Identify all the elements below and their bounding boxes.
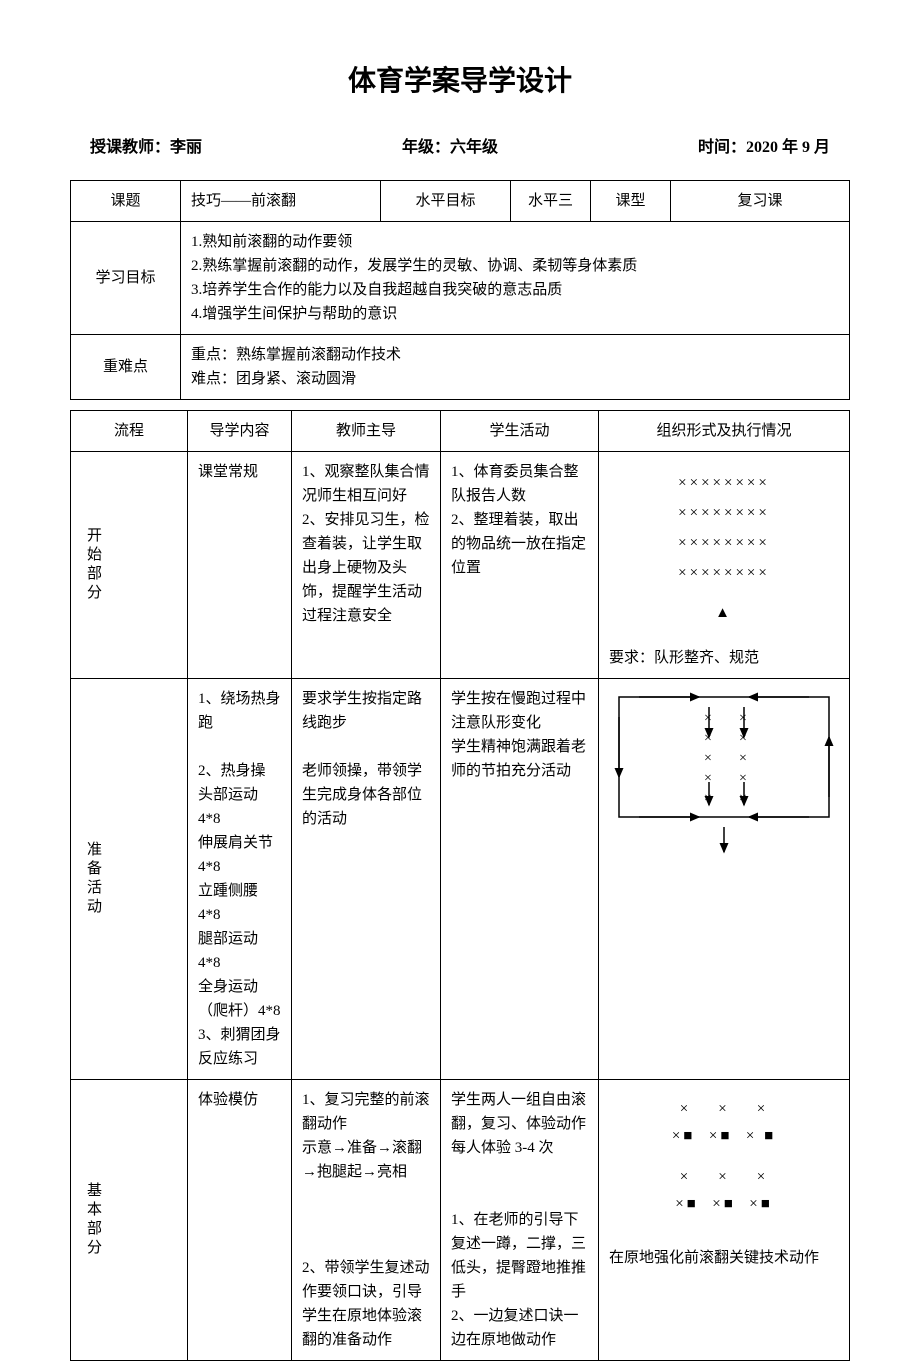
time-label: 时间： bbox=[698, 139, 746, 156]
svg-text:×: × bbox=[739, 751, 747, 766]
col-content: 导学内容 bbox=[188, 411, 292, 452]
prep-label: 准备活动 bbox=[71, 679, 188, 1080]
grade-value: 六年级 bbox=[450, 139, 498, 156]
formation-row: ×××××××× bbox=[609, 468, 839, 498]
start-row: 开始部分 课堂常规 1、观察整队集合情况师生相互问好 2、安排见习生，检查着装，… bbox=[71, 452, 850, 679]
teacher-marker-icon: ▲ bbox=[609, 598, 839, 628]
svg-text:×: × bbox=[739, 771, 747, 786]
svg-text:×: × bbox=[704, 791, 712, 806]
col-org: 组织形式及执行情况 bbox=[599, 411, 850, 452]
page-title: 体育学案导学设计 bbox=[70, 60, 850, 105]
basic-student: 学生两人一组自由滚翻，复习、体验动作 每人体验 3-4 次 1、在老师的引导下复… bbox=[441, 1080, 599, 1361]
start-org: ×××××××× ×××××××× ×××××××× ×××××××× ▲ 要求… bbox=[599, 452, 850, 679]
teacher-name: 李丽 bbox=[170, 139, 202, 156]
keypoints-content: 重点：熟练掌握前滚翻动作技术 难点：团身紧、滚动圆滑 bbox=[181, 335, 850, 400]
svg-text:×: × bbox=[704, 731, 712, 746]
col-student: 学生活动 bbox=[441, 411, 599, 452]
obj-3: 3.培养学生合作的能力以及自我超越自我突破的意志品质 bbox=[191, 278, 839, 302]
lesson-header-row: 流程 导学内容 教师主导 学生活动 组织形式及执行情况 bbox=[71, 411, 850, 452]
class-type-value: 复习课 bbox=[671, 181, 850, 222]
basic-formation: × × × ×■ ×■ × ■ × × × ×■ ×■ ×■ bbox=[609, 1088, 839, 1226]
obj-1: 1.熟知前滚翻的动作要领 bbox=[191, 230, 839, 254]
svg-text:×: × bbox=[739, 731, 747, 746]
basic-content: 体验模仿 bbox=[188, 1080, 292, 1361]
prep-teacher: 要求学生按指定路线跑步 老师领操，带领学生完成身体各部位的活动 bbox=[292, 679, 441, 1080]
col-process: 流程 bbox=[71, 411, 188, 452]
keypoints-label: 重难点 bbox=[71, 335, 181, 400]
formation-row: ×××××××× bbox=[609, 558, 839, 588]
basic-form-row: ×■ ×■ × ■ bbox=[609, 1123, 839, 1150]
objectives-row: 学习目标 1.熟知前滚翻的动作要领 2.熟练掌握前滚翻的动作，发展学生的灵敏、协… bbox=[71, 222, 850, 335]
basic-org: × × × ×■ ×■ × ■ × × × ×■ ×■ ×■ 在原地强化前滚翻关… bbox=[599, 1080, 850, 1361]
svg-text:×: × bbox=[739, 711, 747, 726]
topic-value: 技巧——前滚翻 bbox=[181, 181, 381, 222]
basic-form-row: × × × bbox=[609, 1096, 839, 1123]
obj-2: 2.熟练掌握前滚翻的动作，发展学生的灵敏、协调、柔韧等身体素质 bbox=[191, 254, 839, 278]
basic-org-note: 在原地强化前滚翻关键技术动作 bbox=[609, 1226, 839, 1270]
basic-row: 基本部分 体验模仿 1、复习完整的前滚翻动作 示意→准备→滚翻→抱腿起→亮相 2… bbox=[71, 1080, 850, 1361]
topic-row: 课题 技巧——前滚翻 水平目标 水平三 课型 复习课 bbox=[71, 181, 850, 222]
info-table: 课题 技巧——前滚翻 水平目标 水平三 课型 复习课 学习目标 1.熟知前滚翻的… bbox=[70, 180, 850, 400]
basic-form-row: ×■ ×■ ×■ bbox=[609, 1191, 839, 1218]
formation-row: ×××××××× bbox=[609, 498, 839, 528]
teacher-info: 授课教师：李丽 bbox=[90, 135, 202, 161]
prep-student: 学生按在慢跑过程中注意队形变化 学生精神饱满跟着老师的节拍充分活动 bbox=[441, 679, 599, 1080]
svg-text:×: × bbox=[739, 791, 747, 806]
basic-teacher: 1、复习完整的前滚翻动作 示意→准备→滚翻→抱腿起→亮相 2、带领学生复述动作要… bbox=[292, 1080, 441, 1361]
prep-org: × × × × × × × × × × bbox=[599, 679, 850, 1080]
start-student: 1、体育委员集合整队报告人数 2、整理着装，取出的物品统一放在指定位置 bbox=[441, 452, 599, 679]
basic-form-row: × × × bbox=[609, 1164, 839, 1191]
class-type-label: 课型 bbox=[591, 181, 671, 222]
svg-text:×: × bbox=[704, 751, 712, 766]
objectives-label: 学习目标 bbox=[71, 222, 181, 335]
objectives-content: 1.熟知前滚翻的动作要领 2.熟练掌握前滚翻的动作，发展学生的灵敏、协调、柔韧等… bbox=[181, 222, 850, 335]
keypoint-1: 重点：熟练掌握前滚翻动作技术 bbox=[191, 343, 839, 367]
formation-grid: ×××××××× ×××××××× ×××××××× ×××××××× ▲ bbox=[609, 460, 839, 636]
keypoints-row: 重难点 重点：熟练掌握前滚翻动作技术 难点：团身紧、滚动圆滑 bbox=[71, 335, 850, 400]
header-info: 授课教师：李丽 年级：六年级 时间：2020 年 9 月 bbox=[70, 135, 850, 161]
teacher-label: 授课教师： bbox=[90, 139, 170, 156]
level-target-label: 水平目标 bbox=[381, 181, 511, 222]
topic-label: 课题 bbox=[71, 181, 181, 222]
level-value: 水平三 bbox=[511, 181, 591, 222]
basic-label: 基本部分 bbox=[71, 1080, 188, 1361]
lesson-table: 流程 导学内容 教师主导 学生活动 组织形式及执行情况 开始部分 课堂常规 1、… bbox=[70, 410, 850, 1361]
prep-content: 1、绕场热身跑 2、热身操 头部运动 4*8 伸展肩关节 4*8 立踵侧腰 4*… bbox=[188, 679, 292, 1080]
obj-4: 4.增强学生间保护与帮助的意识 bbox=[191, 302, 839, 326]
prep-row: 准备活动 1、绕场热身跑 2、热身操 头部运动 4*8 伸展肩关节 4*8 立踵… bbox=[71, 679, 850, 1080]
start-content: 课堂常规 bbox=[188, 452, 292, 679]
start-teacher: 1、观察整队集合情况师生相互问好 2、安排见习生，检查着装，让学生取出身上硬物及… bbox=[292, 452, 441, 679]
formation-row: ×××××××× bbox=[609, 528, 839, 558]
time-info: 时间：2020 年 9 月 bbox=[698, 135, 830, 161]
formation-req: 要求：队形整齐、规范 bbox=[609, 636, 839, 670]
col-teacher: 教师主导 bbox=[292, 411, 441, 452]
grade-label: 年级： bbox=[402, 139, 450, 156]
keypoint-2: 难点：团身紧、滚动圆滑 bbox=[191, 367, 839, 391]
grade-info: 年级：六年级 bbox=[402, 135, 498, 161]
svg-text:×: × bbox=[704, 771, 712, 786]
time-value: 2020 年 9 月 bbox=[746, 139, 830, 156]
running-diagram: × × × × × × × × × × bbox=[609, 687, 839, 867]
svg-text:×: × bbox=[704, 711, 712, 726]
start-label: 开始部分 bbox=[71, 452, 188, 679]
